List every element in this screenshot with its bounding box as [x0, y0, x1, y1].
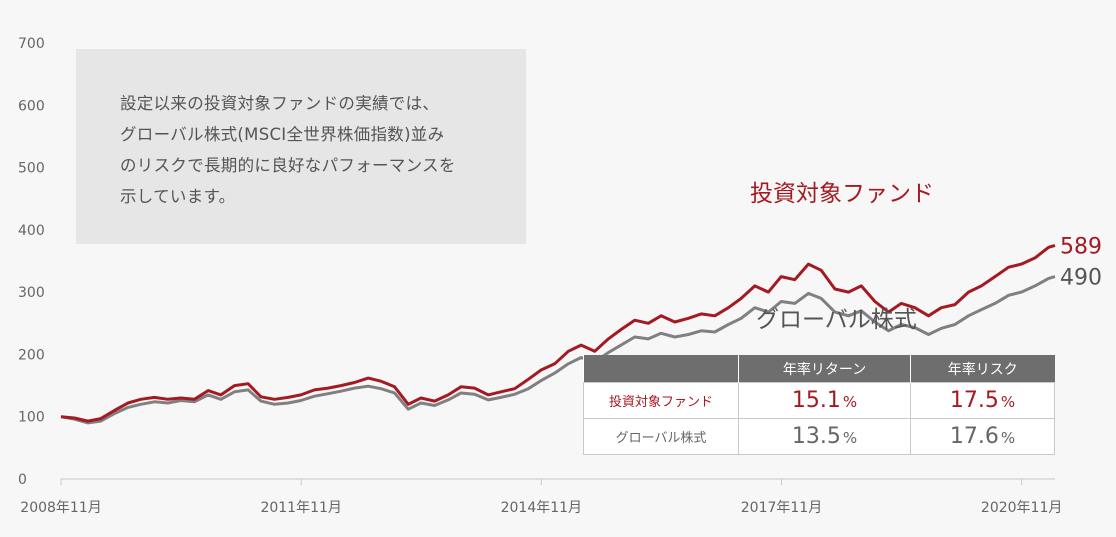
x-tick-label: 2008年11月: [20, 500, 101, 516]
fund-risk-unit: %: [1000, 393, 1016, 411]
y-tick-label: 300: [18, 285, 45, 301]
global-return-value: 13.5: [791, 424, 841, 449]
x-tick-label: 2014年11月: [501, 500, 582, 516]
stats-fund-return: 15.1%: [737, 382, 912, 419]
stats-header-return: 年率リターン: [737, 355, 911, 383]
global-end-label: 490: [1060, 266, 1102, 291]
fund-risk-value: 17.5: [949, 388, 999, 413]
global-return-unit: %: [842, 429, 858, 447]
y-tick-label: 500: [18, 161, 45, 177]
stats-header-risk: 年率リスク: [910, 355, 1055, 383]
global-line: [60, 275, 1056, 425]
stats-row-global-name: グローバル株式: [583, 418, 739, 455]
y-tick-label: 400: [18, 223, 45, 239]
stats-global-return: 13.5%: [737, 418, 912, 455]
global-risk-unit: %: [1000, 429, 1016, 447]
y-tick-label: 100: [18, 410, 45, 426]
fund-end-label: 589: [1060, 234, 1102, 259]
fund-return-unit: %: [842, 393, 858, 411]
x-tick-label: 2017年11月: [741, 500, 822, 516]
stats-row-fund: 投資対象ファンド 15.1% 17.5%: [583, 382, 1055, 419]
performance-note-box: 設定以来の投資対象ファンドの実績では、 グローバル株式(MSCI全世界株価指数)…: [76, 49, 526, 244]
series-lines: [60, 243, 1056, 425]
y-tick-label: 200: [18, 347, 45, 363]
global-series-label: グローバル株式: [756, 307, 917, 333]
stats-header-row: 年率リターン 年率リスク: [583, 355, 1055, 383]
fund-return-value: 15.1: [791, 388, 841, 413]
stats-fund-risk: 17.5%: [910, 382, 1055, 419]
global-risk-value: 17.6: [949, 424, 999, 449]
y-tick-label: 700: [18, 36, 45, 52]
performance-note-text: 設定以来の投資対象ファンドの実績では、 グローバル株式(MSCI全世界株価指数)…: [120, 94, 456, 206]
stats-row-global: グローバル株式 13.5% 17.6%: [583, 418, 1055, 455]
x-axis: 2008年11月 2011年11月 2014年11月 2017年11月 2020年11月: [20, 478, 1062, 516]
stats-global-risk: 17.6%: [910, 418, 1055, 455]
y-tick-label: 600: [18, 98, 45, 114]
stats-header-blank: [583, 355, 739, 383]
x-tick-label: 2011年11月: [260, 500, 341, 516]
fund-series-label: 投資対象ファンド: [750, 181, 934, 207]
fund-line: [60, 243, 1056, 423]
y-axis: 0 100 200 300 400 500 600 700: [18, 36, 45, 488]
y-tick-label: 0: [18, 472, 27, 488]
x-tick-label: 2020年11月: [981, 500, 1062, 516]
stats-row-fund-name: 投資対象ファンド: [583, 382, 739, 419]
stats-table: 年率リターン 年率リスク 投資対象ファンド 15.1% 17.5% グローバル株…: [583, 355, 1055, 455]
